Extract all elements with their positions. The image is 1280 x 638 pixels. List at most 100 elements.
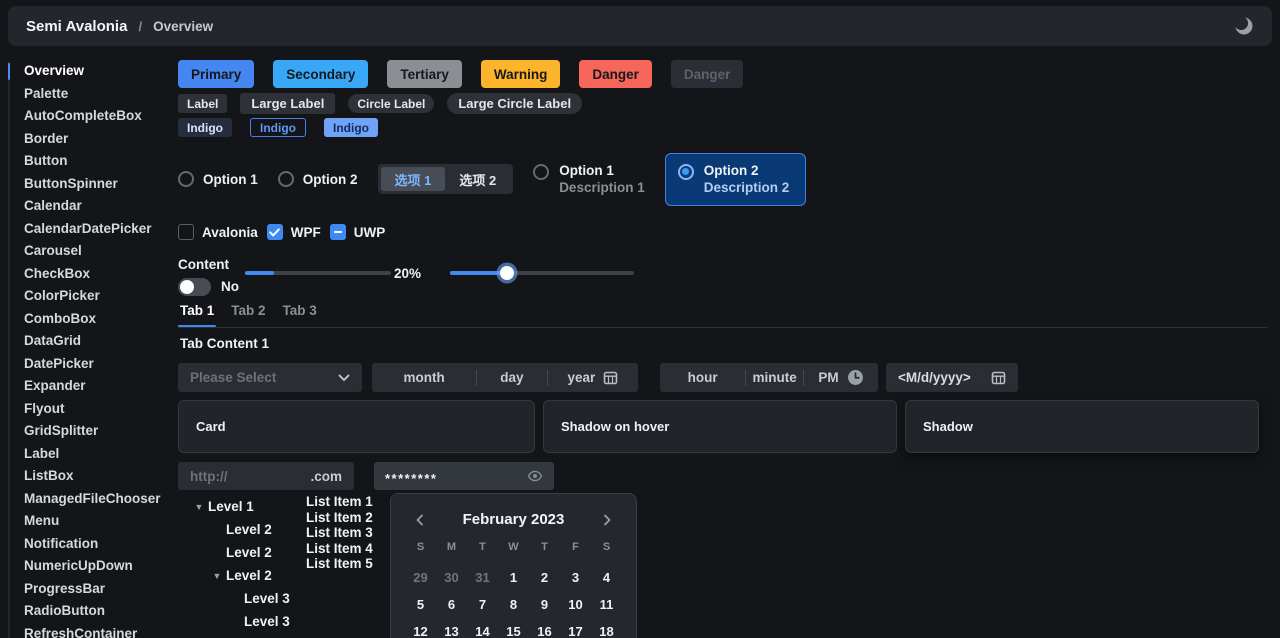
- sidebar-item-autocompletebox[interactable]: AutoCompleteBox: [24, 108, 142, 123]
- primary-button[interactable]: Primary: [178, 60, 255, 88]
- list-item[interactable]: List Item 1: [306, 494, 373, 509]
- sidebar-item-overview[interactable]: Overview: [0, 60, 178, 83]
- radio-option-2[interactable]: Option 2: [277, 171, 358, 187]
- picker-segment-day[interactable]: day: [500, 370, 524, 385]
- sidebar-item-expander[interactable]: Expander: [24, 378, 86, 393]
- tertiary-button[interactable]: Tertiary: [387, 60, 462, 88]
- tree-node-level-2[interactable]: Level 2: [186, 541, 290, 564]
- tree-node-level-3[interactable]: Level 3: [186, 610, 290, 633]
- tree-node-level-1[interactable]: ▼ Level 1: [186, 495, 290, 518]
- sidebar-item-datepicker[interactable]: DatePicker: [24, 355, 94, 371]
- sidebar-item-datagrid[interactable]: DataGrid: [24, 333, 82, 348]
- sidebar-item-gridsplitter[interactable]: GridSplitter: [24, 423, 99, 438]
- checkbox-wpf[interactable]: WPF: [266, 224, 321, 240]
- tree-node-level-2[interactable]: Level 2: [186, 518, 290, 541]
- calendar-day-13[interactable]: 13: [444, 624, 459, 638]
- time-picker-input[interactable]: hour minute PM: [660, 363, 878, 392]
- list-item[interactable]: List Item 3: [306, 525, 373, 540]
- calendar-day-9[interactable]: 9: [540, 597, 549, 612]
- list-item[interactable]: List Item 4: [306, 540, 373, 556]
- calendar-day-1[interactable]: 1: [509, 570, 518, 585]
- password-input[interactable]: ********: [374, 462, 554, 490]
- radio-circle[interactable]: [533, 164, 550, 180]
- calendar-day-7[interactable]: 7: [478, 597, 487, 612]
- sidebar-item-palette[interactable]: Palette: [24, 85, 69, 101]
- slider-1[interactable]: [245, 271, 391, 275]
- radio-option-1[interactable]: Option 1: [178, 171, 258, 187]
- caret-down-icon[interactable]: ▼: [194, 501, 204, 512]
- picker-segment-minute[interactable]: minute: [752, 370, 797, 385]
- calendar-day-15[interactable]: 15: [506, 624, 521, 638]
- sidebar-item-refreshcontainer[interactable]: RefreshContainer: [24, 625, 138, 638]
- sidebar-item-label[interactable]: Label: [24, 445, 60, 461]
- toggle-switch[interactable]: [178, 278, 211, 296]
- tree-node-level-3[interactable]: Level 3: [186, 587, 290, 610]
- danger-button[interactable]: Danger: [579, 60, 652, 88]
- segmented-option-2[interactable]: 选项 2: [459, 172, 497, 188]
- calendar-day-6[interactable]: 6: [447, 597, 456, 612]
- radio-card-option-2-selected[interactable]: Option 2 Description 2: [664, 152, 807, 206]
- calendar-day-16[interactable]: 16: [537, 624, 552, 638]
- sidebar-item-button[interactable]: Button: [24, 153, 68, 168]
- calendar-day-31[interactable]: 31: [475, 570, 490, 585]
- sidebar-item-listbox[interactable]: ListBox: [24, 468, 74, 483]
- slider-track[interactable]: [450, 271, 634, 275]
- picker-segment-month[interactable]: month: [403, 370, 445, 385]
- calendar-day-29[interactable]: 29: [413, 570, 428, 585]
- picker-segment-hour[interactable]: hour: [687, 370, 718, 385]
- sidebar-item-carousel[interactable]: Carousel: [24, 243, 82, 258]
- slider-track[interactable]: [245, 271, 391, 275]
- eye-icon[interactable]: [527, 468, 543, 484]
- calendar-day-10[interactable]: 10: [568, 597, 583, 612]
- sidebar-item-border[interactable]: Border: [24, 130, 69, 146]
- date-picker-input[interactable]: month day year: [372, 363, 638, 392]
- sidebar-item-flyout[interactable]: Flyout: [24, 400, 65, 416]
- sidebar-item-buttonspinner[interactable]: ButtonSpinner: [24, 175, 118, 191]
- sidebar-item-colorpicker[interactable]: ColorPicker: [24, 288, 100, 303]
- calendar-day-12[interactable]: 12: [413, 624, 428, 638]
- tab-tab-3[interactable]: Tab 3: [282, 303, 317, 318]
- formatted-date-input[interactable]: <M/d/yyyy>: [886, 363, 1018, 392]
- radio-circle[interactable]: [178, 171, 194, 187]
- sidebar-item-numericupdown[interactable]: NumericUpDown: [24, 558, 133, 573]
- select-input[interactable]: Please Select: [178, 363, 362, 392]
- tree-node-level-2[interactable]: ▼ Level 2: [186, 564, 290, 587]
- secondary-button[interactable]: Secondary: [273, 60, 369, 88]
- chevron-right-icon[interactable]: [600, 513, 614, 527]
- sidebar-item-calendardatepicker[interactable]: CalendarDatePicker: [24, 220, 152, 236]
- picker-segment-pm[interactable]: PM: [804, 363, 878, 392]
- calendar-day-2[interactable]: 2: [540, 570, 549, 585]
- sidebar-item-notification[interactable]: Notification: [24, 535, 99, 551]
- sidebar-item-calendar[interactable]: Calendar: [24, 198, 82, 213]
- tab-tab-2[interactable]: Tab 2: [231, 303, 266, 318]
- radio-circle-checked[interactable]: [677, 163, 694, 180]
- slider-2[interactable]: [450, 266, 634, 280]
- checkbox-box-checked[interactable]: [266, 224, 283, 240]
- checkbox-uwp[interactable]: UWP: [329, 224, 385, 240]
- tab-tab-1[interactable]: Tab 1: [177, 303, 217, 327]
- sidebar-item-radiobutton[interactable]: RadioButton: [24, 603, 105, 618]
- radio-circle[interactable]: [277, 171, 294, 187]
- calendar-day-4[interactable]: 4: [602, 570, 611, 585]
- calendar-day-8[interactable]: 8: [509, 597, 518, 612]
- moon-icon[interactable]: [1234, 16, 1254, 36]
- segmented-option-1[interactable]: 选项 1: [380, 167, 446, 191]
- checkbox-box-indeterminate[interactable]: [329, 224, 346, 240]
- checkbox-avalonia[interactable]: Avalonia: [178, 224, 258, 240]
- list-item[interactable]: List Item 5: [306, 556, 373, 571]
- picker-segment-year[interactable]: year: [548, 363, 638, 392]
- checkbox-box-unchecked[interactable]: [178, 224, 194, 240]
- slider-2-handle[interactable]: [500, 266, 515, 280]
- calendar-day-14[interactable]: 14: [475, 624, 490, 638]
- calendar-day-3[interactable]: 3: [571, 570, 580, 585]
- url-input[interactable]: http:// .com: [178, 462, 354, 490]
- calendar-day-17[interactable]: 17: [568, 624, 583, 638]
- sidebar-item-combobox[interactable]: ComboBox: [24, 310, 96, 326]
- sidebar-item-managedfilechooser[interactable]: ManagedFileChooser: [24, 490, 161, 506]
- calendar-day-11[interactable]: 11: [599, 597, 614, 612]
- warning-button[interactable]: Warning: [480, 60, 561, 88]
- calendar-day-18[interactable]: 18: [599, 624, 614, 638]
- sidebar-item-checkbox[interactable]: CheckBox: [24, 265, 91, 281]
- list-item[interactable]: List Item 2: [306, 509, 373, 525]
- calendar-day-5[interactable]: 5: [416, 597, 425, 612]
